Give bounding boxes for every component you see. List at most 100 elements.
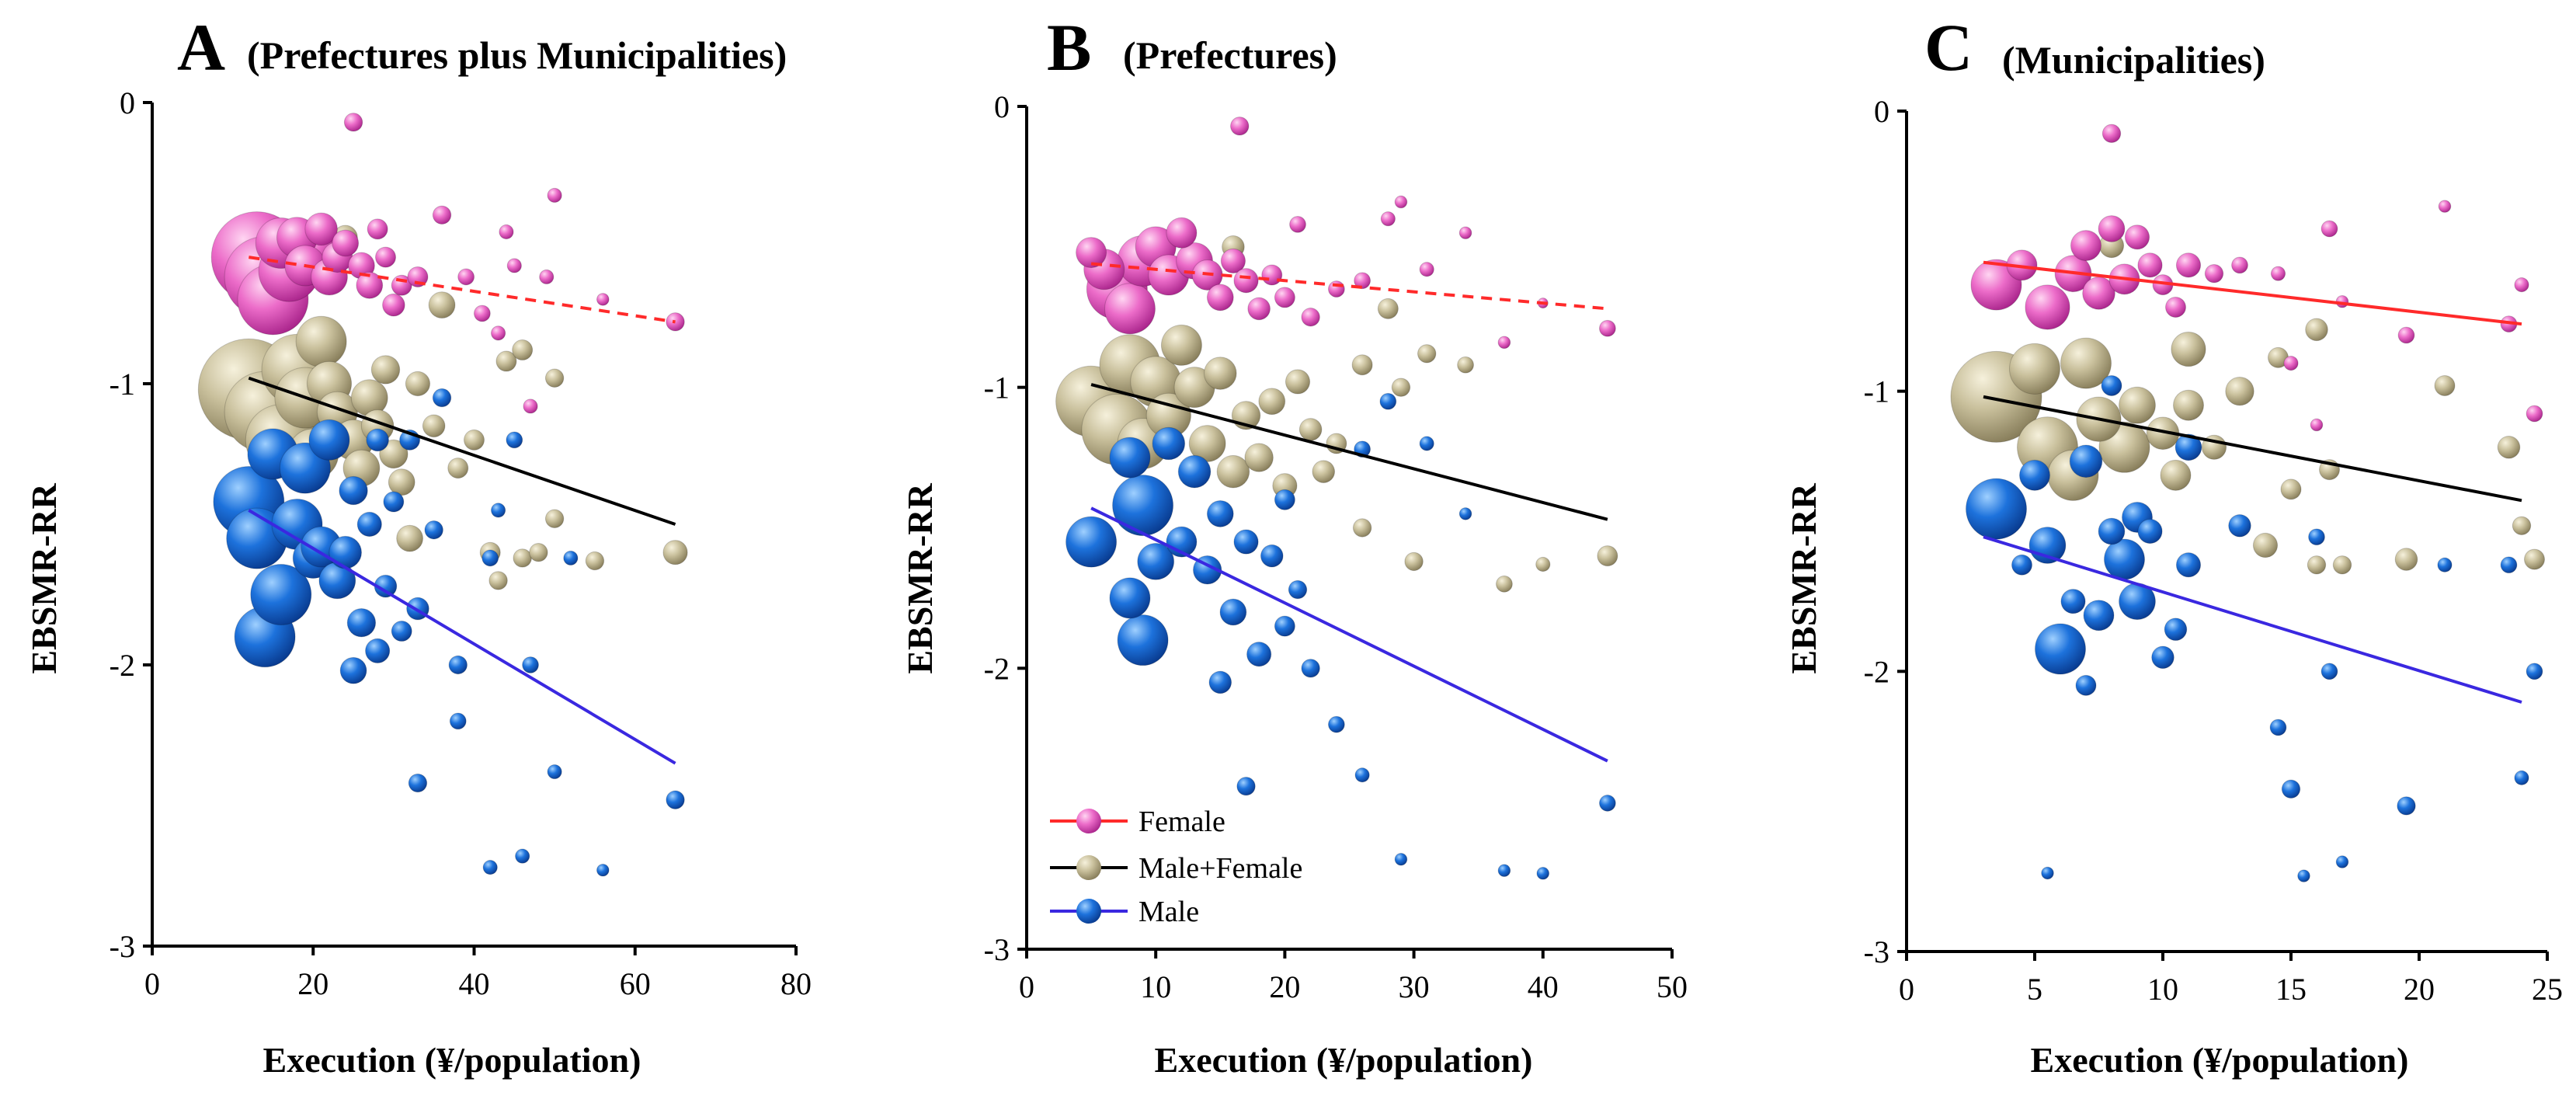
panel-c-point-male-female xyxy=(2307,555,2327,575)
panel-b-point-male xyxy=(1379,392,1397,410)
panel-c-point-male xyxy=(2164,618,2188,642)
panel-b-point-female xyxy=(1354,272,1371,290)
panel-a-point-female xyxy=(432,205,452,224)
panel-b-point-male xyxy=(1208,670,1232,694)
panel-a-point-male xyxy=(329,535,363,569)
panel-c-point-male-female xyxy=(2524,548,2545,570)
panel-c-point-male xyxy=(2151,645,2174,670)
panel-c-point-male xyxy=(1966,478,2027,540)
panel-c-point-male xyxy=(2397,796,2416,816)
panel-b-point-male xyxy=(1274,489,1295,510)
panel-a-point-male xyxy=(339,475,368,506)
panel-b-point-male-female xyxy=(1258,388,1286,416)
panel-a-point-male-female xyxy=(529,543,548,562)
panel-a-point-female xyxy=(382,293,405,317)
panel-b-point-male xyxy=(1109,437,1151,478)
panel-c-point-male xyxy=(2101,374,2122,396)
panel-b-point-female xyxy=(1599,319,1616,337)
panel-c-y-tick-label: -2 xyxy=(1864,654,1889,689)
panel-a-point-male-female xyxy=(428,291,456,319)
panel-b-point-male-female xyxy=(1417,344,1437,364)
panel-c-point-male xyxy=(2060,589,2086,614)
panel-b-y-tick-label: -3 xyxy=(984,932,1010,967)
panel-c-point-male-female xyxy=(2160,459,2192,491)
panel-c-y-tick-label: -1 xyxy=(1864,374,1889,409)
panel-c-point-female xyxy=(2397,326,2415,344)
panel-a-point-male xyxy=(596,863,610,877)
panel-c-point-male-female xyxy=(2119,386,2156,424)
panel-a-letter: A xyxy=(177,10,225,85)
panel-a-ylabel: EBSMR-RR xyxy=(24,483,64,674)
panel-a-point-male-female xyxy=(388,468,415,496)
panel-c-letter: C xyxy=(1924,10,1973,85)
panel-c-point-female xyxy=(2070,230,2101,262)
panel-b-point-male xyxy=(1599,795,1616,812)
panel-c-point-female xyxy=(2514,277,2529,293)
panel-a-point-male xyxy=(424,520,443,540)
panel-c-x-tick-label: 10 xyxy=(2147,972,2178,1007)
panel-c-point-male xyxy=(2269,718,2287,736)
panel-c: C (Municipalities) EBSMR-RR Execution (¥… xyxy=(1784,10,2563,1080)
panel-c-point-male xyxy=(2514,770,2529,785)
panel-c-point-female xyxy=(2025,284,2070,330)
panel-a-point-female xyxy=(547,187,562,204)
panel-c-point-female xyxy=(2137,252,2163,278)
panel-c-point-male-female xyxy=(2252,532,2279,558)
panel-b-x-tick-label: 50 xyxy=(1656,969,1688,1004)
panel-b-point-male-female xyxy=(1457,356,1474,374)
panel-a-point-female xyxy=(539,269,554,285)
panel-b-point-female xyxy=(1206,284,1234,311)
panel-b-point-male xyxy=(1458,507,1472,520)
panel-b-point-male xyxy=(1394,852,1408,866)
panel-b-x-tick-label: 0 xyxy=(1019,969,1034,1004)
panel-a-point-male xyxy=(391,621,412,642)
panel-a-point-male-female xyxy=(585,551,605,571)
panel-b-point-male xyxy=(1536,867,1550,880)
panel-c-point-male xyxy=(2281,779,2301,799)
panel-c-point-female xyxy=(2438,200,2452,213)
panel-c-point-female xyxy=(2101,124,2122,144)
panel-b-point-male xyxy=(1246,642,1272,667)
panel-c-y-tick-label: 0 xyxy=(1874,94,1889,129)
panel-c-point-male-female xyxy=(2332,555,2352,575)
panel-c-x-tick-label: 20 xyxy=(2404,972,2435,1007)
panel-b-point-male xyxy=(1233,529,1259,555)
panel-b-point-female xyxy=(1458,226,1472,240)
panel-b-point-female xyxy=(1247,297,1271,321)
panel-a-y-tick-label: -1 xyxy=(110,367,135,402)
panel-b-x-tick-label: 40 xyxy=(1528,969,1559,1004)
panel-a-y-tick-label: -3 xyxy=(110,929,135,964)
panel-b-point-male xyxy=(1117,614,1169,666)
panel-c-point-male xyxy=(2526,663,2543,680)
panel-a-point-female xyxy=(375,246,397,268)
panel-b-title: (Prefectures) xyxy=(1123,33,1337,77)
panel-b-point-female xyxy=(1220,248,1246,274)
panel-c-point-male xyxy=(2137,518,2163,545)
panel-b-point-male-female xyxy=(1351,354,1373,376)
legend-label-female: Female xyxy=(1139,805,1225,838)
panel-b-point-female xyxy=(1497,336,1511,350)
panel-c-y-tick-label: -3 xyxy=(1864,934,1889,969)
panel-b-letter: B xyxy=(1047,10,1091,85)
panel-a-point-female xyxy=(367,218,388,240)
panel-b-point-female xyxy=(1394,195,1408,209)
panel-c-point-male xyxy=(2011,554,2032,576)
panel-c-point-male xyxy=(2035,623,2086,675)
panel-a-point-female xyxy=(499,224,514,240)
panel-a-point-male-female xyxy=(396,524,423,552)
panel-c-xlabel: Execution (¥/population) xyxy=(2031,1040,2409,1080)
panel-a-point-female xyxy=(457,268,475,286)
panel-a-point-male xyxy=(563,550,579,566)
panel-a-point-male-female xyxy=(295,315,347,367)
panel-a-point-male-female xyxy=(370,355,401,384)
panel-b-point-male xyxy=(1236,777,1256,796)
panel-a-xlabel: Execution (¥/population) xyxy=(263,1040,641,1080)
panel-c-x-tick-label: 0 xyxy=(1899,972,1914,1007)
panel-a-point-female xyxy=(523,398,538,414)
panel-b-point-male xyxy=(1419,436,1434,451)
panel-a-point-male xyxy=(666,790,685,809)
panel-b-trend-male-female xyxy=(1090,383,1608,521)
panel-a-point-male xyxy=(339,656,367,684)
panel-c-point-female xyxy=(2526,405,2543,423)
